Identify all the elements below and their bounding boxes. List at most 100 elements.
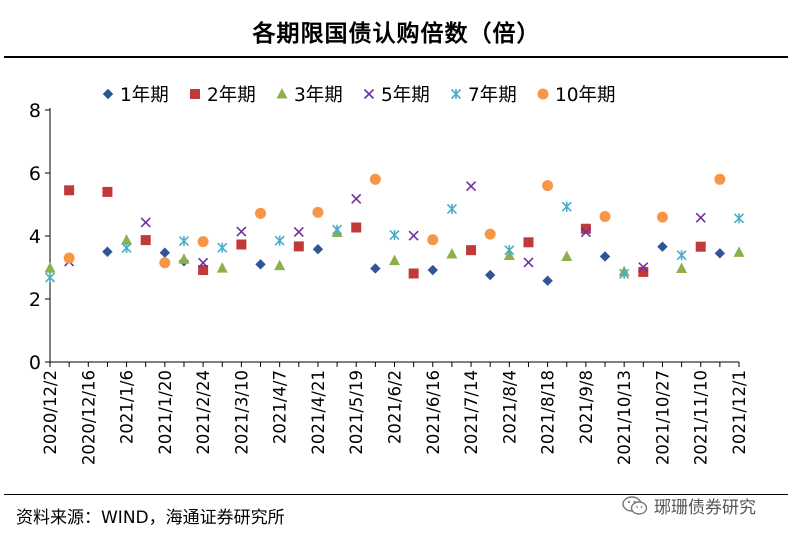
data-point [619,268,630,279]
data-point [255,259,266,270]
data-point [178,235,190,247]
legend-marker [537,88,549,100]
legend-marker [276,88,288,99]
footer-divider [4,494,788,495]
data-point [561,250,573,261]
data-point [408,230,419,241]
data-point [216,262,228,273]
source-note: 资料来源：WIND，海通证券研究所 [16,508,285,528]
data-point [484,269,496,281]
title-divider [4,56,788,58]
chart-title: 各期限国债认购倍数（倍） [252,21,541,47]
data-point [638,262,649,273]
legend-marker [363,88,375,100]
x-tick-label: 2021/11/10 [692,370,711,465]
legend-item: 5年期 [363,85,430,106]
data-point [523,237,534,248]
x-tick-label: 2021/1/20 [156,370,175,455]
legend-label: 7年期 [468,85,517,106]
x-tick-label: 2021/12/1 [730,370,749,455]
data-point [332,224,343,235]
legend-label: 2年期 [207,85,256,106]
data-point [102,246,113,257]
legend-marker [450,88,462,100]
series-2 [64,185,706,279]
data-point [580,223,591,234]
watermark: 琊珊债券研究 [622,493,756,518]
data-point [446,203,457,214]
x-tick-label: 2021/8/4 [500,370,519,444]
x-tick-label: 2021/3/10 [232,370,251,455]
data-point [370,263,381,274]
data-point [676,250,687,261]
data-point [178,253,190,264]
x-tick-label: 2021/8/18 [539,370,558,455]
data-point [255,207,267,219]
series-3 [44,226,745,277]
data-point [274,259,286,271]
data-point [312,206,324,218]
data-point [599,251,611,262]
x-tick-label: 2020/12/2 [41,370,60,455]
x-tick-label: 2021/5/19 [347,370,366,455]
data-point [351,193,362,204]
data-point [523,257,534,268]
data-point [504,245,515,256]
data-point [140,235,151,246]
data-point [198,257,209,268]
x-tick-label: 2021/10/27 [653,370,672,465]
data-point [466,245,477,256]
x-tick-label: 2021/4/21 [309,370,328,455]
data-point [446,247,458,259]
data-point [580,227,591,238]
data-point [733,213,745,224]
data-point [657,241,668,252]
data-point [733,246,745,257]
chart-legend: 1年期 2年期 3年期 5年期 7年期 10年期 [102,85,616,106]
x-tick-label: 2021/4/7 [271,370,290,444]
legend-label: 10年期 [555,85,616,106]
data-point [312,244,324,255]
series-5 [44,201,745,283]
x-tick-label: 2021/6/2 [386,370,405,444]
data-point [197,236,209,248]
data-point [236,239,247,250]
x-tick-label: 2021/1/6 [118,370,137,444]
y-tick-label: 0 [29,352,41,374]
data-point [369,173,381,185]
legend-item: 3年期 [276,85,343,106]
data-point [44,272,56,283]
data-point [542,275,553,286]
y-axis: 0 2 4 6 8 [29,100,51,374]
data-point [293,226,304,237]
data-point [159,257,171,269]
data-point [121,242,132,254]
data-point [121,234,133,245]
data-point [465,181,477,192]
data-point [389,254,400,266]
data-point [198,265,209,276]
legend-item: 1年期 [102,85,169,106]
series-6 [63,173,726,269]
data-point [217,242,228,253]
data-point [44,262,56,273]
x-tick-label: 2021/7/14 [462,370,481,455]
legend-marker [190,89,200,99]
legend-item: 2年期 [190,85,256,106]
data-point [484,228,496,240]
data-point [427,264,438,276]
x-tick-label: 2020/12/16 [79,370,98,465]
data-point [293,241,304,252]
data-point [542,180,554,192]
data-point [236,226,247,237]
series-4 [64,181,706,273]
legend-item: 10年期 [537,85,616,106]
data-point [695,241,706,252]
data-point [274,235,285,246]
y-tick-label: 4 [29,226,41,248]
data-point [351,222,362,233]
data-point [140,217,151,228]
x-axis: 2020/12/2 2020/12/16 2021/1/6 2021/1/20 2021… [41,361,749,465]
x-tick-label: 2021/10/13 [615,370,634,465]
